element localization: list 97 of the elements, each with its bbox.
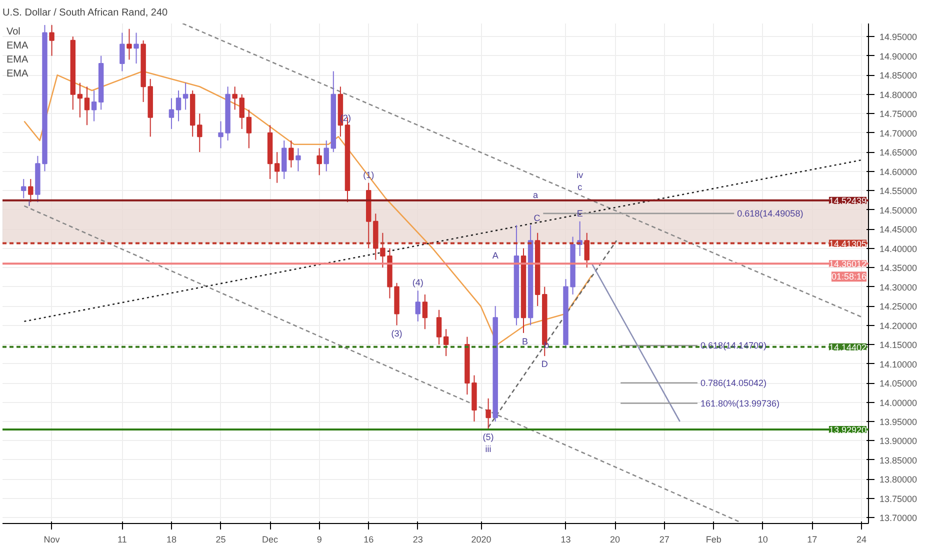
annotation: (4) <box>412 278 424 288</box>
candlestick <box>232 86 238 110</box>
x-tick-label: 20 <box>610 534 620 544</box>
candlestick <box>443 328 449 357</box>
y-tick-label: 14.00000 <box>880 398 918 408</box>
annotation: (5) <box>482 432 494 442</box>
x-tick-label: 17 <box>807 534 818 544</box>
y-tick-label: 14.85000 <box>880 70 918 81</box>
y-tick-label: 13.80000 <box>880 474 918 485</box>
annotation: EMA <box>6 40 28 52</box>
candlestick <box>422 294 428 330</box>
y-tick-label: 14.80000 <box>880 90 918 100</box>
candlestick <box>176 90 182 122</box>
x-tick-label: 13 <box>560 534 571 544</box>
y-tick-label: 14.50000 <box>880 205 918 216</box>
ref-line-label: 14.36012 <box>828 259 867 270</box>
annotation: i <box>28 198 30 208</box>
y-tick-label: 14.10000 <box>880 359 918 370</box>
y-tick-label: 14.35000 <box>880 263 918 274</box>
y-tick-label: 14.15000 <box>880 340 918 350</box>
x-tick-label: 27 <box>659 534 670 544</box>
y-tick-label: 14.20000 <box>880 320 918 331</box>
annotation: (3) <box>391 328 402 338</box>
annotation: 01:58:16 <box>831 272 867 282</box>
candlestick <box>77 82 83 118</box>
annotation: B <box>522 336 528 346</box>
candlestick <box>415 290 421 322</box>
ref-line-label: 14.52439 <box>828 196 867 206</box>
candlestick <box>316 148 322 176</box>
x-tick-label: 25 <box>216 534 226 544</box>
y-tick-label: 14.45000 <box>880 224 918 235</box>
candlestick <box>84 86 90 126</box>
annotation: iii <box>485 444 492 454</box>
annotation: 0.786(14.05042) <box>700 378 767 388</box>
x-tick-label: 2020 <box>471 534 492 544</box>
y-tick-label: 13.75000 <box>880 494 918 504</box>
y-tick-label: 13.90000 <box>880 436 918 446</box>
annotation: 161.80%(13.99736) <box>700 398 780 408</box>
y-tick-label: 14.55000 <box>880 186 918 196</box>
chart-title: U.S. Dollar / South African Rand, 240 <box>2 8 168 18</box>
candlestick <box>134 32 139 64</box>
x-tick-label: 11 <box>118 534 127 544</box>
ref-line-label: 14.14402 <box>828 342 867 352</box>
annotation: D <box>541 359 548 370</box>
candlestick <box>126 28 132 60</box>
annotation: EMA <box>6 68 28 80</box>
y-tick-label: 14.25000 <box>880 302 918 312</box>
ref-line-label: 13.92920 <box>828 425 867 436</box>
candlestick <box>246 109 252 149</box>
x-tick-label: 18 <box>166 534 176 544</box>
x-tick-label: Feb <box>706 534 722 544</box>
candlestick <box>296 148 301 172</box>
candlestick <box>274 152 280 184</box>
x-tick-label: 24 <box>856 534 866 544</box>
y-tick-label: 14.05000 <box>880 378 918 389</box>
candlestick <box>168 98 174 130</box>
candlestick <box>28 178 34 203</box>
x-tick-label: 10 <box>758 534 768 544</box>
annotation: 0.618(14.14709) <box>700 340 767 351</box>
candlestick <box>282 140 287 180</box>
x-tick-label: 9 <box>316 534 322 544</box>
x-tick-label: 23 <box>412 534 423 544</box>
y-tick-label: 14.90000 <box>880 51 918 62</box>
x-tick-label: Nov <box>44 534 60 544</box>
candlestick <box>288 140 294 168</box>
annotation: c <box>578 182 583 192</box>
y-tick-label: 14.65000 <box>880 148 918 158</box>
candlestick <box>197 113 202 153</box>
annotation: E <box>576 208 583 218</box>
candlestick <box>182 82 188 110</box>
candlestick <box>21 178 26 199</box>
y-tick-label: 14.30000 <box>880 282 918 292</box>
y-tick-label: 14.70000 <box>880 128 918 138</box>
y-tick-label: 14.95000 <box>880 32 918 42</box>
annotation: A <box>492 250 498 261</box>
y-tick-label: 14.40000 <box>880 244 918 254</box>
ref-line-label: 14.41305 <box>828 238 867 249</box>
y-tick-label: 13.95000 <box>880 417 918 427</box>
annotation: iv <box>576 170 584 180</box>
annotation: EMA <box>6 54 28 66</box>
x-tick-label: 16 <box>364 534 374 544</box>
y-tick-label: 14.60000 <box>880 166 918 177</box>
annotation: a <box>533 190 538 200</box>
candlestick <box>120 32 125 72</box>
y-tick-label: 14.75000 <box>880 109 918 120</box>
y-tick-label: 13.70000 <box>880 513 918 524</box>
y-tick-label: 13.85000 <box>880 455 918 466</box>
annotation: C <box>534 213 541 224</box>
candlestick <box>324 140 329 172</box>
annotation: 0.618(14.49058) <box>737 208 804 218</box>
candlestick <box>486 398 491 430</box>
x-tick-label: Dec <box>262 534 279 544</box>
annotation: Vol <box>6 26 20 38</box>
candlestick <box>49 24 54 56</box>
candlestick <box>436 309 442 346</box>
candlestick <box>239 94 244 130</box>
candlestick <box>91 90 97 122</box>
